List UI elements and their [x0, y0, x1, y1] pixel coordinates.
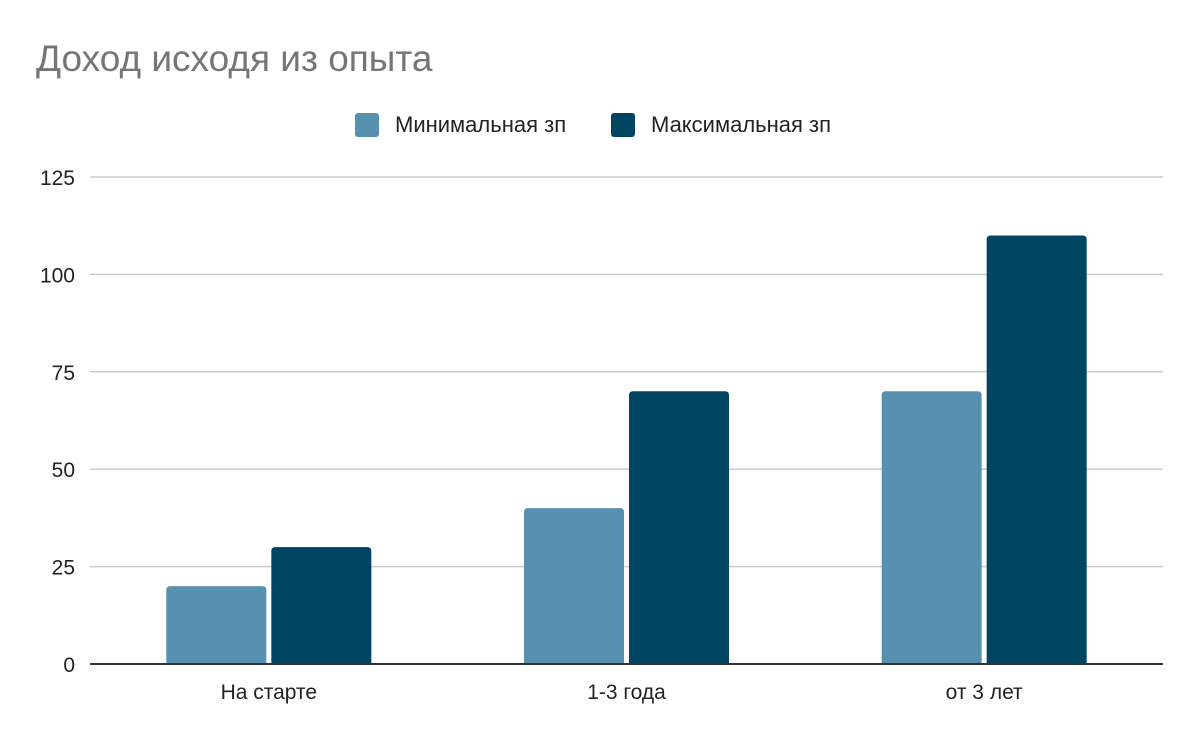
legend-swatch-min: [355, 113, 379, 137]
legend-swatch-max: [611, 113, 635, 137]
x-tick-label: На старте: [221, 681, 318, 704]
y-tick-label: 75: [52, 362, 75, 385]
y-tick-label: 100: [40, 264, 75, 287]
x-tick-label: 1-3 года: [587, 681, 666, 704]
y-tick-label: 50: [52, 459, 75, 482]
legend-item-min[interactable]: Минимальная зп: [355, 110, 566, 140]
bar-min-1: [166, 586, 267, 664]
legend-label-max: Максимальная зп: [651, 112, 832, 137]
bar-min-3: [881, 391, 982, 664]
x-tick-label: от 3 лет: [946, 681, 1023, 704]
bar-min-2: [524, 508, 624, 664]
y-tick-label: 25: [52, 557, 75, 580]
legend-item-max[interactable]: Максимальная зп: [611, 110, 831, 140]
chart-title: Доход исходя из опыта: [36, 38, 433, 79]
legend: Минимальная зп Максимальная зп: [0, 110, 1200, 140]
legend-label-min: Минимальная зп: [395, 112, 567, 137]
y-tick-label: 0: [63, 654, 75, 677]
bar-max-3: [986, 235, 1087, 664]
y-tick-label: 125: [40, 167, 75, 190]
bar-max-2: [629, 391, 729, 664]
bar-max-1: [271, 547, 372, 664]
